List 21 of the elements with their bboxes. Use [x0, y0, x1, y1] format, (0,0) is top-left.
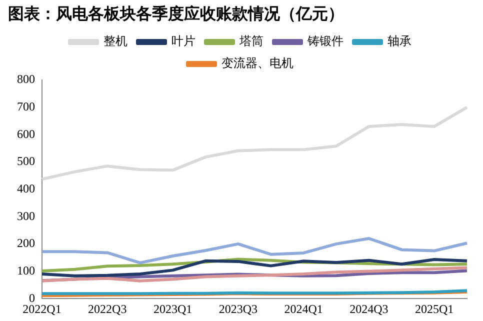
- chart-title: 图表：风电各板块各季度应收账款情况（亿元）: [8, 4, 345, 25]
- y-tick-label: 600: [17, 126, 35, 141]
- y-tick-label: 100: [17, 263, 35, 278]
- legend-label: 整机: [104, 34, 128, 48]
- x-tick-label: 2022Q3: [88, 302, 127, 316]
- x-tick-label: 2023Q1: [153, 302, 192, 316]
- x-tick-label: 2023Q3: [218, 302, 258, 316]
- x-tick-label: 2024Q1: [284, 302, 323, 316]
- legend-label: 叶片: [172, 34, 196, 48]
- y-tick-label: 400: [17, 181, 35, 196]
- x-tick-label: 2025Q1: [414, 302, 454, 316]
- legend-label: 铸锻件: [306, 34, 344, 48]
- y-tick-label: 800: [17, 72, 35, 86]
- x-tick-label: 2024Q3: [350, 302, 388, 316]
- legend-label: 塔筒: [238, 34, 264, 48]
- y-tick-label: 300: [17, 208, 35, 223]
- y-tick-label: 200: [17, 236, 35, 250]
- legend-label: 轴承: [388, 34, 412, 48]
- y-tick-label: 700: [17, 99, 35, 114]
- legend-label: 变流器、电机: [222, 56, 294, 70]
- y-tick-label: 500: [17, 154, 35, 168]
